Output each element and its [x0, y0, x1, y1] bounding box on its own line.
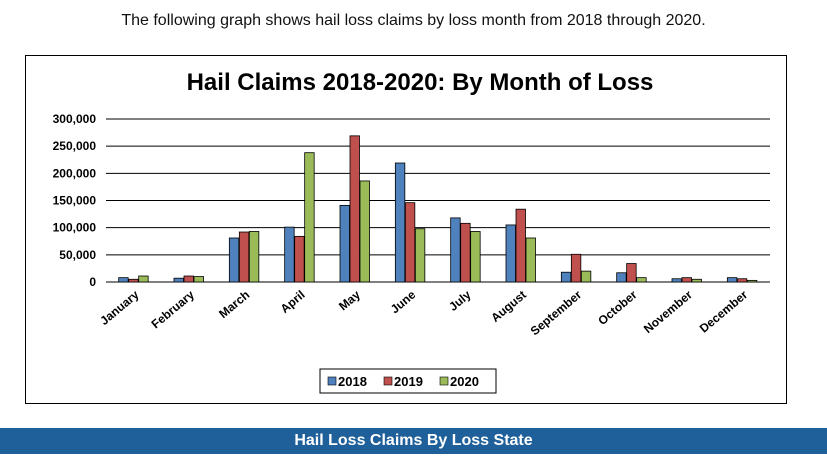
gridlines [106, 118, 770, 283]
legend: 2018 2019 2020 [319, 368, 497, 394]
bar-2019-may [349, 135, 360, 283]
bar-2019-september [570, 253, 582, 283]
bar-2019-august [515, 208, 526, 283]
bar-2019-january [128, 278, 139, 283]
hail-claims-chart: Hail Claims 2018-2020: By Month of Loss … [53, 69, 770, 394]
bar-2020-january [138, 275, 149, 283]
bar-2020-september [580, 270, 592, 283]
bar-2020-november [691, 278, 702, 283]
bar-2018-october [616, 272, 627, 283]
bar-2018-july [450, 217, 461, 283]
bar-2020-october [636, 277, 647, 283]
bars [118, 135, 758, 283]
x-tick-label: August [488, 288, 529, 325]
y-tick-label: 100,000 [53, 221, 97, 235]
chart-container: Hail Claims 2018-2020: By Month of Loss … [25, 55, 787, 404]
x-tick-label: July [446, 287, 474, 313]
bar-2018-may [339, 204, 350, 283]
bar-2019-december [736, 278, 748, 283]
x-tick-label: September [528, 287, 585, 338]
legend-box [319, 368, 497, 394]
y-tick-label: 300,000 [53, 112, 97, 126]
x-tick-label: April [278, 288, 308, 316]
legend-label-2019: 2019 [394, 374, 423, 389]
y-tick-label: 150,000 [53, 194, 97, 208]
x-tick-label: December [697, 287, 751, 335]
bar-2018-april [284, 226, 295, 283]
legend-label-2020: 2020 [450, 374, 479, 389]
y-tick-label: 200,000 [53, 166, 97, 180]
chart-title: Hail Claims 2018-2020: By Month of Loss [187, 69, 654, 96]
bar-2018-february [173, 277, 184, 283]
x-axis-ticks: January February March April May June July Augu… [97, 287, 750, 338]
legend-swatch-2020 [439, 376, 449, 386]
x-tick-label: October [595, 287, 639, 328]
bar-2018-august [505, 224, 516, 283]
bar-2018-november [671, 278, 682, 283]
bar-2018-march [228, 237, 240, 283]
y-axis-ticks: 0 50,000 100,000 150,000 200,000 250,000 300,0… [53, 112, 97, 289]
x-tick-label: May [336, 287, 363, 313]
y-tick-label: 50,000 [59, 248, 96, 262]
x-tick-label: June [388, 287, 419, 316]
bar-2019-june [404, 202, 416, 283]
x-tick-label: January [97, 287, 142, 328]
legend-swatch-2018 [327, 376, 337, 386]
bar-2020-december [746, 279, 758, 283]
bar-2020-june [414, 228, 426, 283]
bar-2019-april [294, 235, 305, 283]
bar-2020-july [470, 231, 481, 283]
bar-2018-june [394, 162, 406, 283]
bar-2020-august [525, 237, 536, 283]
section-header-bar: Hail Loss Claims By Loss State [0, 428, 827, 454]
bar-2020-april [304, 152, 315, 283]
intro-text: The following graph shows hail loss clai… [121, 12, 706, 29]
bar-2020-march [248, 231, 260, 283]
legend-label-2018: 2018 [338, 374, 367, 389]
bar-2019-july [460, 222, 471, 283]
bar-2019-october [626, 263, 637, 283]
bar-2018-september [560, 271, 572, 283]
y-tick-label: 0 [89, 275, 96, 289]
bar-2020-may [359, 180, 370, 283]
bar-2019-march [238, 231, 250, 283]
bar-2018-december [726, 277, 738, 283]
bar-2019-february [183, 275, 194, 283]
bar-2020-february [193, 276, 204, 283]
bar-2019-november [681, 277, 692, 283]
x-tick-label: November [641, 287, 695, 336]
x-tick-label: March [216, 288, 252, 321]
y-tick-label: 250,000 [53, 139, 97, 153]
bar-2018-january [118, 277, 129, 283]
legend-swatch-2019 [383, 376, 393, 386]
x-tick-label: February [149, 287, 198, 331]
